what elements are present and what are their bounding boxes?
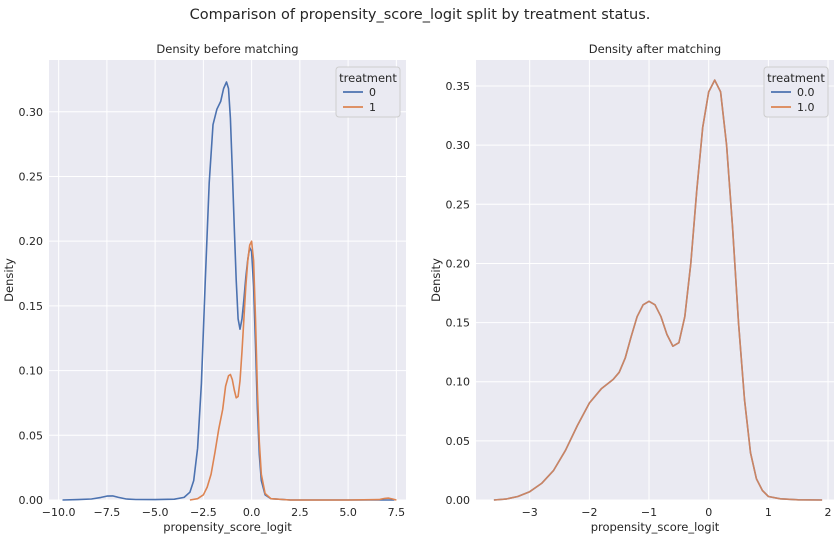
y-tick-label: 0.30 [446, 139, 471, 152]
legend-title: treatment [339, 71, 397, 85]
x-tick-label: −3 [522, 506, 538, 519]
y-tick-label: 0.25 [19, 170, 44, 183]
x-tick-label: 2 [825, 506, 832, 519]
legend-label: 1.0 [797, 101, 815, 114]
y-tick-label: 0.15 [19, 300, 44, 313]
y-tick-label: 0.25 [446, 198, 471, 211]
y-tick-label: 0.35 [446, 80, 471, 93]
legend-label: 1 [369, 101, 376, 114]
y-tick-label: 0.15 [446, 317, 471, 330]
legend-label: 0.0 [797, 86, 815, 99]
legend-box [335, 66, 401, 118]
y-tick-label: 0.10 [446, 376, 471, 389]
x-tick-label: 1 [765, 506, 772, 519]
y-tick-label: 0.20 [19, 235, 44, 248]
panel-title: Density after matching [589, 42, 721, 56]
x-tick-label: 0.0 [243, 506, 261, 519]
y-axis-label: Density [429, 258, 443, 302]
x-tick-label: 0 [705, 506, 712, 519]
x-tick-label: 2.5 [291, 506, 309, 519]
x-tick-label: 5.0 [339, 506, 357, 519]
plot-area [476, 60, 834, 500]
y-tick-label: 0.10 [19, 365, 44, 378]
x-tick-label: −10.0 [42, 506, 76, 519]
legend-title: treatment [767, 71, 825, 85]
y-tick-label: 0.00 [446, 494, 471, 507]
chart-panel-before-matching: −10.0 −7.5 −5.0 −2.5 0.0 2.5 5.0 7.5 0.00 0.05 0.1… [2, 42, 406, 534]
y-axis-label: Density [2, 258, 16, 302]
x-axis-label: propensity_score_logit [591, 520, 720, 534]
chart-panel-after-matching: −3 −2 −1 0 1 2 0.00 0.05 0.10 0.15 0.20 0.25 0.30 0.3… [429, 42, 834, 534]
y-tick-label: 0.20 [446, 257, 471, 270]
plot-area [49, 60, 406, 500]
legend-box [763, 66, 829, 118]
legend-label: 0 [369, 86, 376, 99]
x-tick-label: −2.5 [190, 506, 217, 519]
x-tick-label: 7.5 [388, 506, 406, 519]
x-tick-label: −2 [581, 506, 597, 519]
x-tick-label: −7.5 [94, 506, 121, 519]
series-line-1-0 [493, 79, 823, 501]
y-tick-label: 0.05 [446, 435, 471, 448]
x-tick-label: −1 [641, 506, 657, 519]
x-axis-label: propensity_score_logit [163, 520, 292, 534]
figure-suptitle: Comparison of propensity_score_logit spl… [190, 7, 651, 23]
y-tick-label: 0.00 [19, 494, 44, 507]
y-tick-label: 0.30 [19, 106, 44, 119]
x-tick-label: −5.0 [142, 506, 169, 519]
series-line-1 [189, 240, 397, 501]
y-tick-label: 0.05 [19, 429, 44, 442]
panel-title: Density before matching [156, 42, 298, 56]
